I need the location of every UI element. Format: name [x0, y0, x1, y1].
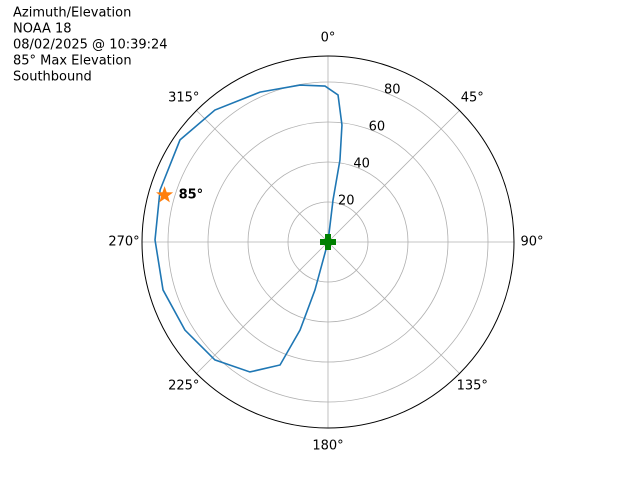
max-elevation-marker: [156, 186, 174, 203]
r-tick-label: 60: [369, 120, 386, 135]
header-line: 85° Max Elevation: [13, 54, 132, 69]
header-line: Southbound: [13, 70, 92, 85]
theta-tick-label: 270°: [108, 235, 139, 250]
r-tick-label: 20: [338, 194, 355, 209]
polar-frame: [141, 55, 515, 429]
theta-tick-label: 135°: [457, 379, 488, 394]
theta-tick-label: 90°: [520, 235, 543, 250]
theta-tick-label: 180°: [312, 439, 343, 454]
theta-grid-line: [196, 110, 329, 243]
header-line: 08/02/2025 @ 10:39:24: [13, 38, 168, 53]
header-line: NOAA 18: [13, 22, 72, 37]
header-line: Azimuth/Elevation: [13, 6, 131, 21]
theta-tick-label: 45°: [461, 90, 484, 105]
r-tick-label: 80: [384, 83, 401, 98]
theta-grid-line: [327, 241, 460, 374]
theta-tick-label: 315°: [168, 90, 199, 105]
current-position-marker: [320, 234, 336, 250]
max-elevation-label: 85°: [179, 188, 204, 203]
theta-grid-line: [196, 241, 329, 374]
theta-tick-label: 225°: [168, 379, 199, 394]
theta-grid-line: [327, 110, 460, 243]
theta-tick-label: 0°: [321, 31, 336, 46]
pass-track: [154, 84, 343, 373]
r-tick-label: 40: [353, 157, 370, 172]
